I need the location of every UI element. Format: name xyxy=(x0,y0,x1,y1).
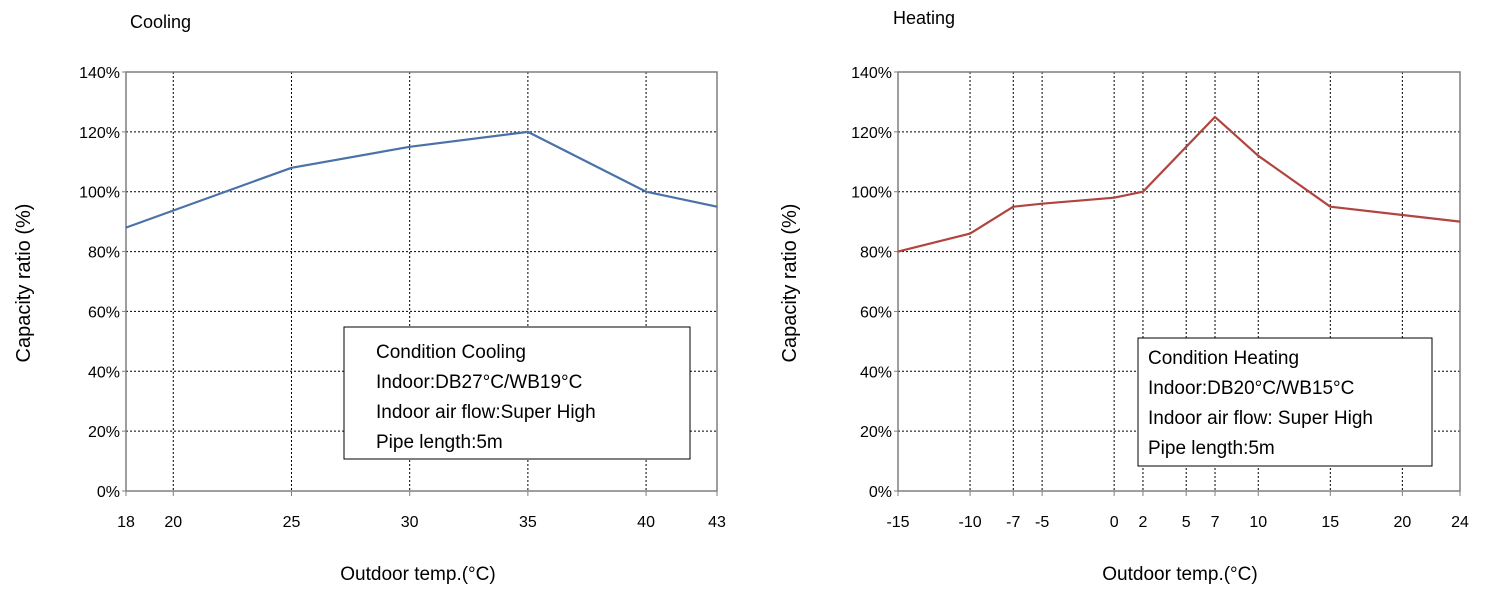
cooling-series xyxy=(125,130,718,229)
cooling-data-point xyxy=(409,146,411,148)
heating-x-tick-label: 10 xyxy=(1249,514,1267,531)
heating-condition-line: Indoor air flow: Super High xyxy=(1148,408,1373,429)
heating-y-tick-label: 120% xyxy=(851,125,892,142)
cooling-condition-line: Condition Cooling xyxy=(376,342,526,363)
heating-y-tick-label: 80% xyxy=(860,245,892,262)
cooling-x-tick-label: 30 xyxy=(401,514,419,531)
heating-data-point xyxy=(1142,191,1144,193)
heating-data-point xyxy=(969,233,971,235)
heating-y-ticks: 0% 20% 40% 60% 80% 100% 120% 140% xyxy=(851,65,898,501)
cooling-data-point xyxy=(125,227,127,229)
heating-chart-title: Heating xyxy=(893,8,955,28)
heating-x-tick-label: 20 xyxy=(1393,514,1411,531)
cooling-y-tick-label: 120% xyxy=(79,125,120,142)
cooling-x-tick-label: 20 xyxy=(164,514,182,531)
cooling-chart-title: Cooling xyxy=(130,12,191,32)
cooling-y-tick-label: 40% xyxy=(88,364,120,381)
cooling-y-tick-label: 100% xyxy=(79,185,120,202)
heating-data-point xyxy=(1459,221,1461,223)
heating-condition-line: Indoor:DB20°C/WB15°C xyxy=(1148,378,1354,399)
cooling-x-tick-label: 35 xyxy=(519,514,537,531)
cooling-data-point xyxy=(645,191,647,193)
heating-condition-line: Condition Heating xyxy=(1148,348,1299,369)
cooling-x-ticks: 18 20 25 30 35 40 43 xyxy=(117,491,726,531)
cooling-data-point xyxy=(716,206,718,208)
heating-x-ticks: -15 -10 -7 -5 0 2 5 7 10 15 20 24 xyxy=(886,491,1469,531)
heating-series xyxy=(897,115,1461,253)
heating-y-tick-label: 60% xyxy=(860,304,892,321)
cooling-y-tick-label: 60% xyxy=(88,304,120,321)
heating-x-tick-label: 24 xyxy=(1451,514,1469,531)
heating-y-tick-label: 20% xyxy=(860,424,892,441)
heating-condition-frame xyxy=(1137,337,1433,467)
cooling-condition-frame xyxy=(343,326,691,460)
heating-y-tick-label: 100% xyxy=(851,185,892,202)
heating-x-tick-label: 5 xyxy=(1182,514,1191,531)
cooling-y-tick-label: 0% xyxy=(97,484,120,501)
heating-plot-frame xyxy=(897,71,1461,492)
heating-data-point xyxy=(1329,206,1331,208)
heating-data-point xyxy=(1113,197,1115,199)
heating-y-tick-label: 0% xyxy=(869,484,892,501)
heating-x-tick-label: -10 xyxy=(958,514,981,531)
heating-data-point xyxy=(1257,155,1259,157)
heating-condition-box: Condition Heating Indoor:DB20°C/WB15°C I… xyxy=(1137,337,1433,467)
cooling-condition-line: Indoor:DB27°C/WB19°C xyxy=(376,372,582,393)
heating-y-tick-label: 140% xyxy=(851,65,892,82)
cooling-condition-line: Pipe length:5m xyxy=(376,432,503,453)
cooling-y-axis-label: Capacity ratio (%) xyxy=(13,204,35,363)
heating-x-tick-label: -5 xyxy=(1035,514,1049,531)
heating-y-tick-label: 40% xyxy=(860,364,892,381)
heating-chart: Heating 0%20%40%60%80%100%120%140% -15 -1… xyxy=(779,8,1469,585)
cooling-y-tick-label: 140% xyxy=(79,65,120,82)
heating-x-tick-label: 7 xyxy=(1211,514,1220,531)
cooling-x-tick-label: 18 xyxy=(117,514,135,531)
heating-series-line xyxy=(897,115,1461,253)
heating-x-axis-label: Outdoor temp.(°C) xyxy=(1102,564,1257,585)
cooling-y-ticks: 0% 20% 40% 60% 80% 100% 120% 140% xyxy=(79,65,126,501)
heating-x-tick-label: -15 xyxy=(886,514,909,531)
cooling-data-point xyxy=(290,167,293,169)
cooling-condition-line: Indoor air flow:Super High xyxy=(376,402,596,423)
cooling-data-point xyxy=(527,131,529,133)
cooling-plot-frame xyxy=(125,71,718,492)
heating-data-point xyxy=(897,250,899,253)
heating-data-point xyxy=(1012,206,1014,208)
cooling-series-line xyxy=(125,130,718,229)
heating-x-tick-label: 2 xyxy=(1139,514,1148,531)
cooling-y-tick-label: 20% xyxy=(88,424,120,441)
cooling-x-tick-label: 40 xyxy=(637,514,655,531)
cooling-condition-box: Condition Cooling Indoor:DB27°C/WB19°C I… xyxy=(343,326,691,460)
heating-data-point xyxy=(1041,203,1043,205)
heating-data-point xyxy=(1214,116,1216,118)
heating-x-tick-label: 15 xyxy=(1321,514,1339,531)
cooling-x-axis-label: Outdoor temp.(°C) xyxy=(340,564,495,585)
cooling-x-tick-label: 25 xyxy=(283,514,301,531)
cooling-x-tick-label: 43 xyxy=(708,514,726,531)
cooling-y-tick-label: 80% xyxy=(88,245,120,262)
heating-x-tick-label: 0 xyxy=(1110,514,1119,531)
heating-x-tick-label: -7 xyxy=(1006,514,1020,531)
heating-y-axis-label: Capacity ratio (%) xyxy=(779,204,801,363)
heating-condition-line: Pipe length:5m xyxy=(1148,438,1275,459)
cooling-chart: Cooling 0% 20% 40% 60% 80% 100% 120% 140% 18 20 2… xyxy=(13,12,726,585)
